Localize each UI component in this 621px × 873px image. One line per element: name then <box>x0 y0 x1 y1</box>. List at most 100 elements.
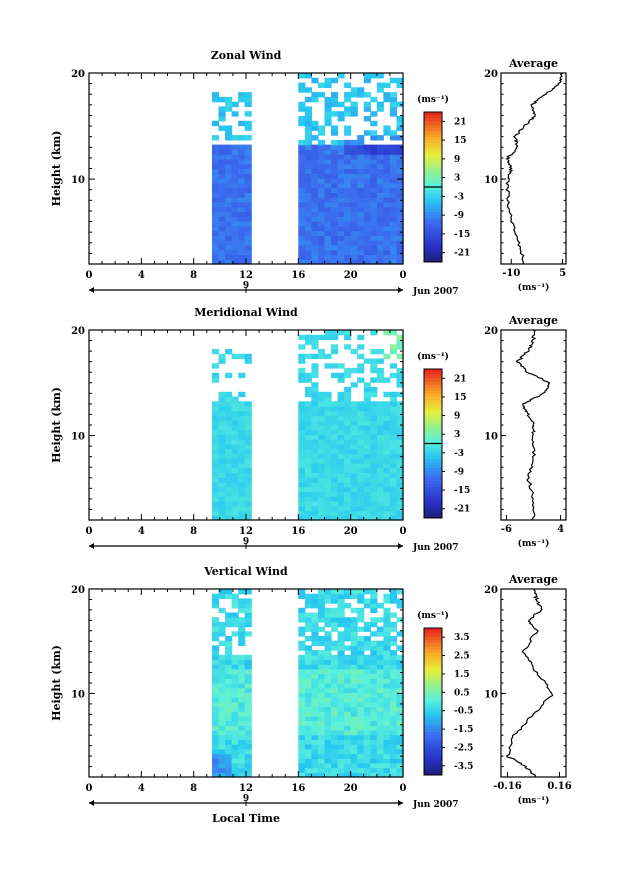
colorbar-unit: (ms⁻¹) <box>417 351 449 362</box>
heatmap-cell <box>331 149 339 155</box>
heatmap-cell <box>376 603 384 609</box>
heatmap-cell <box>331 159 339 165</box>
heatmap-cell <box>376 767 384 773</box>
heatmap-cell <box>396 458 404 464</box>
heatmap-cell <box>383 692 391 698</box>
heatmap-cell <box>350 187 358 193</box>
heatmap-cell <box>298 377 306 383</box>
heatmap-cell <box>318 678 326 684</box>
heatmap-cell <box>331 125 339 131</box>
heatmap-cell <box>350 748 358 755</box>
heatmap-cell <box>318 697 326 703</box>
heatmap-cell <box>389 130 397 136</box>
heatmap-cell <box>244 687 252 693</box>
heatmap-cell <box>344 725 352 731</box>
heatmap-cell <box>212 697 220 703</box>
heatmap-cell <box>218 453 226 459</box>
heatmap-cell <box>344 687 352 693</box>
colorbar-step <box>424 701 442 706</box>
colorbar-step <box>424 174 442 179</box>
heatmap-cell <box>389 734 397 740</box>
heatmap-cell <box>231 467 239 474</box>
heatmap-cell <box>331 640 339 646</box>
heatmap-cell <box>350 767 358 773</box>
profile-x-label: (ms⁻¹) <box>518 538 550 549</box>
heatmap-cell <box>331 249 339 256</box>
heatmap-cell <box>318 225 326 232</box>
heatmap-cell <box>331 668 339 675</box>
heatmap-cell <box>212 706 220 712</box>
heatmap-cell <box>311 739 319 745</box>
heatmap-cell <box>363 706 371 712</box>
heatmap-cell <box>357 406 365 412</box>
heatmap-cell <box>318 692 326 698</box>
heatmap-cell <box>324 235 332 241</box>
heatmap-cell <box>363 201 371 208</box>
heatmap-cell <box>218 767 226 773</box>
heatmap-cell <box>318 463 326 469</box>
colorbar-step <box>424 412 442 417</box>
heatmap-cell <box>244 159 252 165</box>
heatmap-cell <box>350 425 358 431</box>
heatmap-cell <box>238 730 246 736</box>
heatmap-cell <box>350 659 358 665</box>
heatmap-cell <box>244 439 252 445</box>
colorbar-step <box>424 514 442 519</box>
heatmap-cell <box>318 149 326 155</box>
heatmap-cell <box>231 240 239 246</box>
heatmap-cell <box>218 391 226 398</box>
heatmap-cell <box>298 201 306 208</box>
heatmap-cell <box>212 230 220 236</box>
heatmap-cell <box>357 249 365 256</box>
heatmap-cell <box>212 173 220 179</box>
heatmap-cell <box>238 221 246 227</box>
heatmap-cell <box>389 415 397 421</box>
heatmap-cell <box>324 216 332 222</box>
heatmap-cell <box>331 734 339 740</box>
heatmap-cell <box>357 139 365 146</box>
heatmap-cell <box>244 767 252 773</box>
heatmap-cell <box>311 182 319 189</box>
heatmap-cell <box>231 603 239 609</box>
heatmap-cell <box>363 659 371 665</box>
colorbar-step <box>424 390 442 395</box>
heatmap-cell <box>298 168 306 174</box>
heatmap-cell <box>218 501 226 507</box>
x-tick-label: 16 <box>291 783 305 794</box>
heatmap-cell <box>331 244 339 251</box>
heatmap-cell <box>324 187 332 193</box>
heatmap-cell <box>231 673 239 679</box>
colorbar-step <box>424 738 442 742</box>
heatmap-cell <box>304 439 312 445</box>
heatmap-cell <box>370 249 378 256</box>
heatmap-cell <box>370 510 378 516</box>
colorbar-step <box>424 747 442 751</box>
heatmap-cell <box>357 439 365 445</box>
heatmap-cell <box>238 706 246 712</box>
heatmap-cell <box>324 668 332 675</box>
heatmap-cell <box>225 491 233 497</box>
heatmap-cell <box>218 631 226 637</box>
heatmap-cell <box>350 144 358 150</box>
heatmap-cell <box>383 477 391 483</box>
heatmap-cell <box>389 491 397 497</box>
heatmap-cell <box>324 598 332 604</box>
heatmap-cell <box>344 730 352 736</box>
heatmap-cell <box>357 154 365 160</box>
heatmap-cell <box>244 692 252 698</box>
heatmap-cell <box>357 715 365 722</box>
heatmap-cell <box>231 201 239 208</box>
heatmap-cell <box>231 434 239 440</box>
heatmap-cell <box>376 678 384 684</box>
heatmap-cell <box>350 486 358 493</box>
colorbar-tick-label: 21 <box>454 374 467 384</box>
heatmap-cell <box>311 249 319 256</box>
heatmap-cell <box>225 744 233 750</box>
heatmap-cell <box>389 486 397 493</box>
heatmap-cell <box>337 448 345 455</box>
heatmap-cell <box>363 154 371 160</box>
heatmap-cell <box>376 173 384 179</box>
heatmap-cell <box>304 334 312 341</box>
heatmap-cell <box>238 453 246 459</box>
heatmap-cell <box>244 510 252 516</box>
